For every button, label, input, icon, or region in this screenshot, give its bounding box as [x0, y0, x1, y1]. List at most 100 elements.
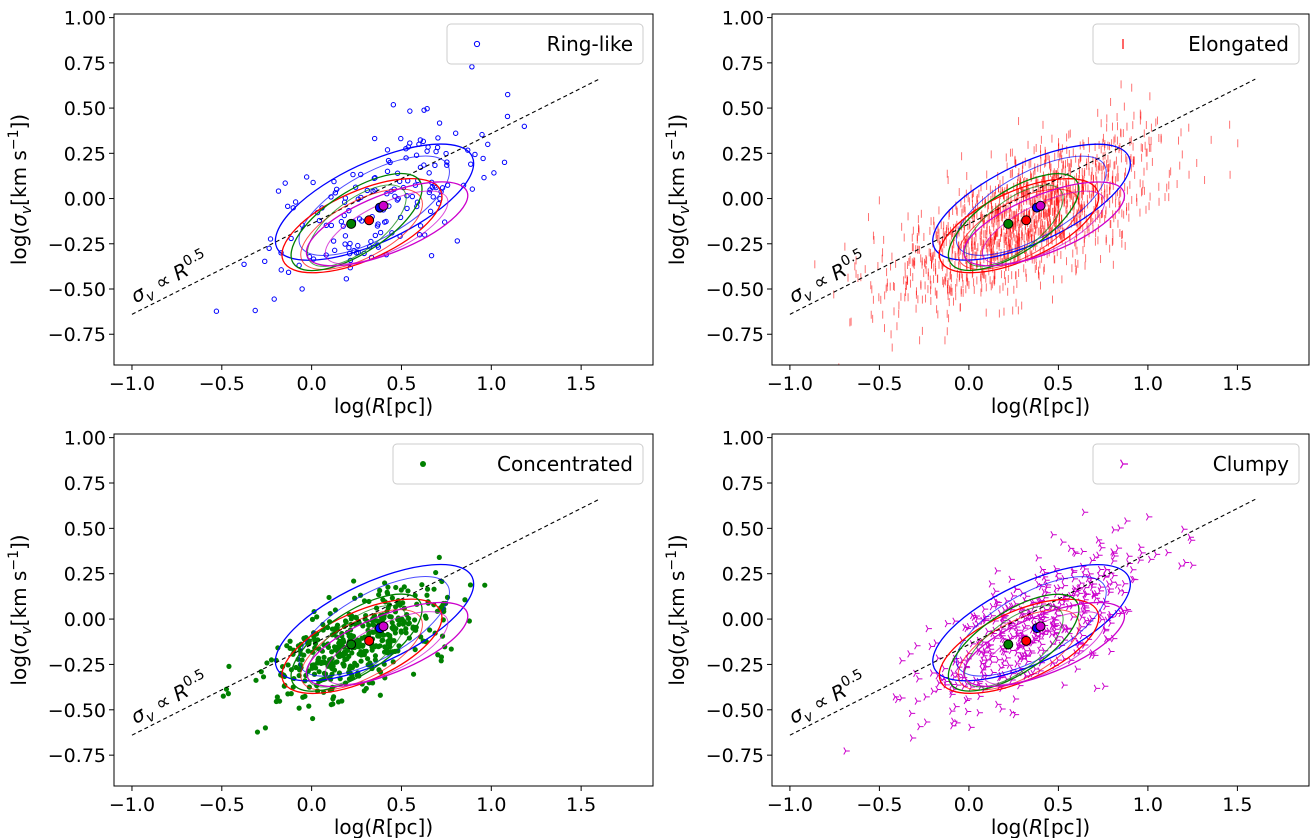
data-point — [504, 113, 511, 120]
data-point — [358, 658, 364, 664]
data-point — [306, 703, 312, 709]
x-tick-label: 0.5 — [1043, 794, 1073, 816]
data-point — [260, 674, 267, 680]
data-point — [438, 654, 445, 660]
relation-label: σv ∝ R0.5 — [126, 245, 214, 311]
data-point — [915, 675, 923, 683]
x-axis-label: log(R[pc]) — [991, 815, 1090, 838]
contour-inner-concentrated — [306, 184, 407, 267]
x-tick-label: 0.0 — [297, 794, 327, 816]
data-point — [923, 718, 931, 726]
data-point — [1008, 575, 1015, 584]
data-point — [407, 140, 413, 146]
data-point — [1115, 544, 1123, 552]
data-point — [412, 646, 418, 653]
data-point — [394, 197, 401, 203]
y-tick-label: −0.50 — [706, 279, 764, 301]
data-point — [310, 179, 316, 186]
data-point — [1145, 513, 1153, 521]
data-point — [988, 580, 996, 588]
data-point — [1097, 587, 1104, 595]
median-concentrated — [1003, 639, 1014, 650]
y-tick-label: 0.50 — [722, 518, 764, 540]
data-point — [1103, 565, 1111, 574]
data-point — [944, 619, 952, 628]
data-point — [296, 705, 302, 711]
data-point — [340, 223, 346, 229]
data-point — [357, 592, 364, 598]
contour-concentrated — [290, 172, 423, 272]
y-tick-label: 1.00 — [722, 8, 764, 30]
contour-clumpy — [305, 601, 469, 688]
relation-label: σv ∝ R0.5 — [784, 666, 872, 732]
data-point — [435, 135, 441, 141]
x-tick-label: −1.0 — [109, 373, 155, 395]
y-axis-label: log(σv[km s−1]) — [6, 114, 35, 265]
data-point — [1060, 538, 1067, 546]
data-point — [469, 186, 476, 192]
x-tick-label: 1.0 — [476, 373, 506, 395]
data-point — [377, 692, 383, 698]
data-point — [491, 170, 497, 176]
data-point — [999, 705, 1006, 713]
data-point — [384, 168, 391, 175]
x-tick-label: −0.5 — [199, 373, 245, 395]
data-point — [1130, 566, 1137, 574]
y-tick-label: 0.50 — [64, 98, 106, 120]
x-tick-label: −0.5 — [199, 794, 245, 816]
data-point — [372, 657, 378, 663]
y-tick-label: −0.75 — [706, 324, 764, 346]
data-point — [404, 193, 410, 199]
y-tick-label: 0.25 — [64, 564, 106, 586]
median-clumpy — [1035, 621, 1046, 632]
contour-concentrated — [947, 593, 1080, 692]
data-point — [380, 637, 386, 643]
data-point — [376, 592, 382, 598]
data-point — [899, 694, 906, 702]
legend: Clumpy — [1092, 443, 1300, 485]
plot-area — [131, 498, 600, 736]
data-point — [1012, 710, 1020, 719]
data-point — [254, 729, 261, 735]
data-point — [403, 630, 409, 636]
data-point — [977, 692, 984, 701]
y-tick-label: 0.75 — [722, 473, 764, 495]
data-point — [302, 693, 308, 699]
contour-clumpy — [963, 181, 1126, 267]
data-point — [331, 247, 338, 254]
data-point — [1107, 588, 1114, 596]
data-point — [437, 605, 443, 611]
scatter-points — [843, 508, 1197, 755]
data-point — [1101, 682, 1109, 691]
data-point — [1017, 655, 1024, 663]
data-point — [950, 722, 957, 730]
data-point — [424, 105, 430, 112]
data-point — [1091, 590, 1099, 598]
data-point — [376, 667, 382, 673]
data-point — [284, 203, 291, 209]
data-point — [366, 631, 372, 637]
data-point — [892, 693, 900, 701]
data-point — [482, 582, 488, 588]
data-point — [223, 686, 230, 692]
data-point — [951, 717, 958, 725]
data-point — [431, 586, 437, 592]
data-point — [1084, 590, 1091, 598]
data-point — [292, 199, 299, 205]
contour-inner-concentrated — [964, 184, 1064, 267]
data-point — [277, 698, 283, 704]
y-tick-label: 0.00 — [64, 609, 106, 631]
data-point — [310, 715, 316, 722]
data-point — [941, 664, 949, 673]
data-point — [288, 235, 294, 242]
data-point — [917, 722, 924, 731]
data-point — [1089, 556, 1096, 565]
data-point — [385, 638, 391, 644]
data-point — [935, 685, 942, 694]
data-point — [1117, 524, 1124, 532]
y-tick-label: 0.00 — [722, 609, 764, 631]
data-point — [1049, 622, 1057, 630]
data-point — [1039, 640, 1046, 649]
data-point — [1111, 571, 1118, 580]
data-point — [973, 612, 980, 620]
